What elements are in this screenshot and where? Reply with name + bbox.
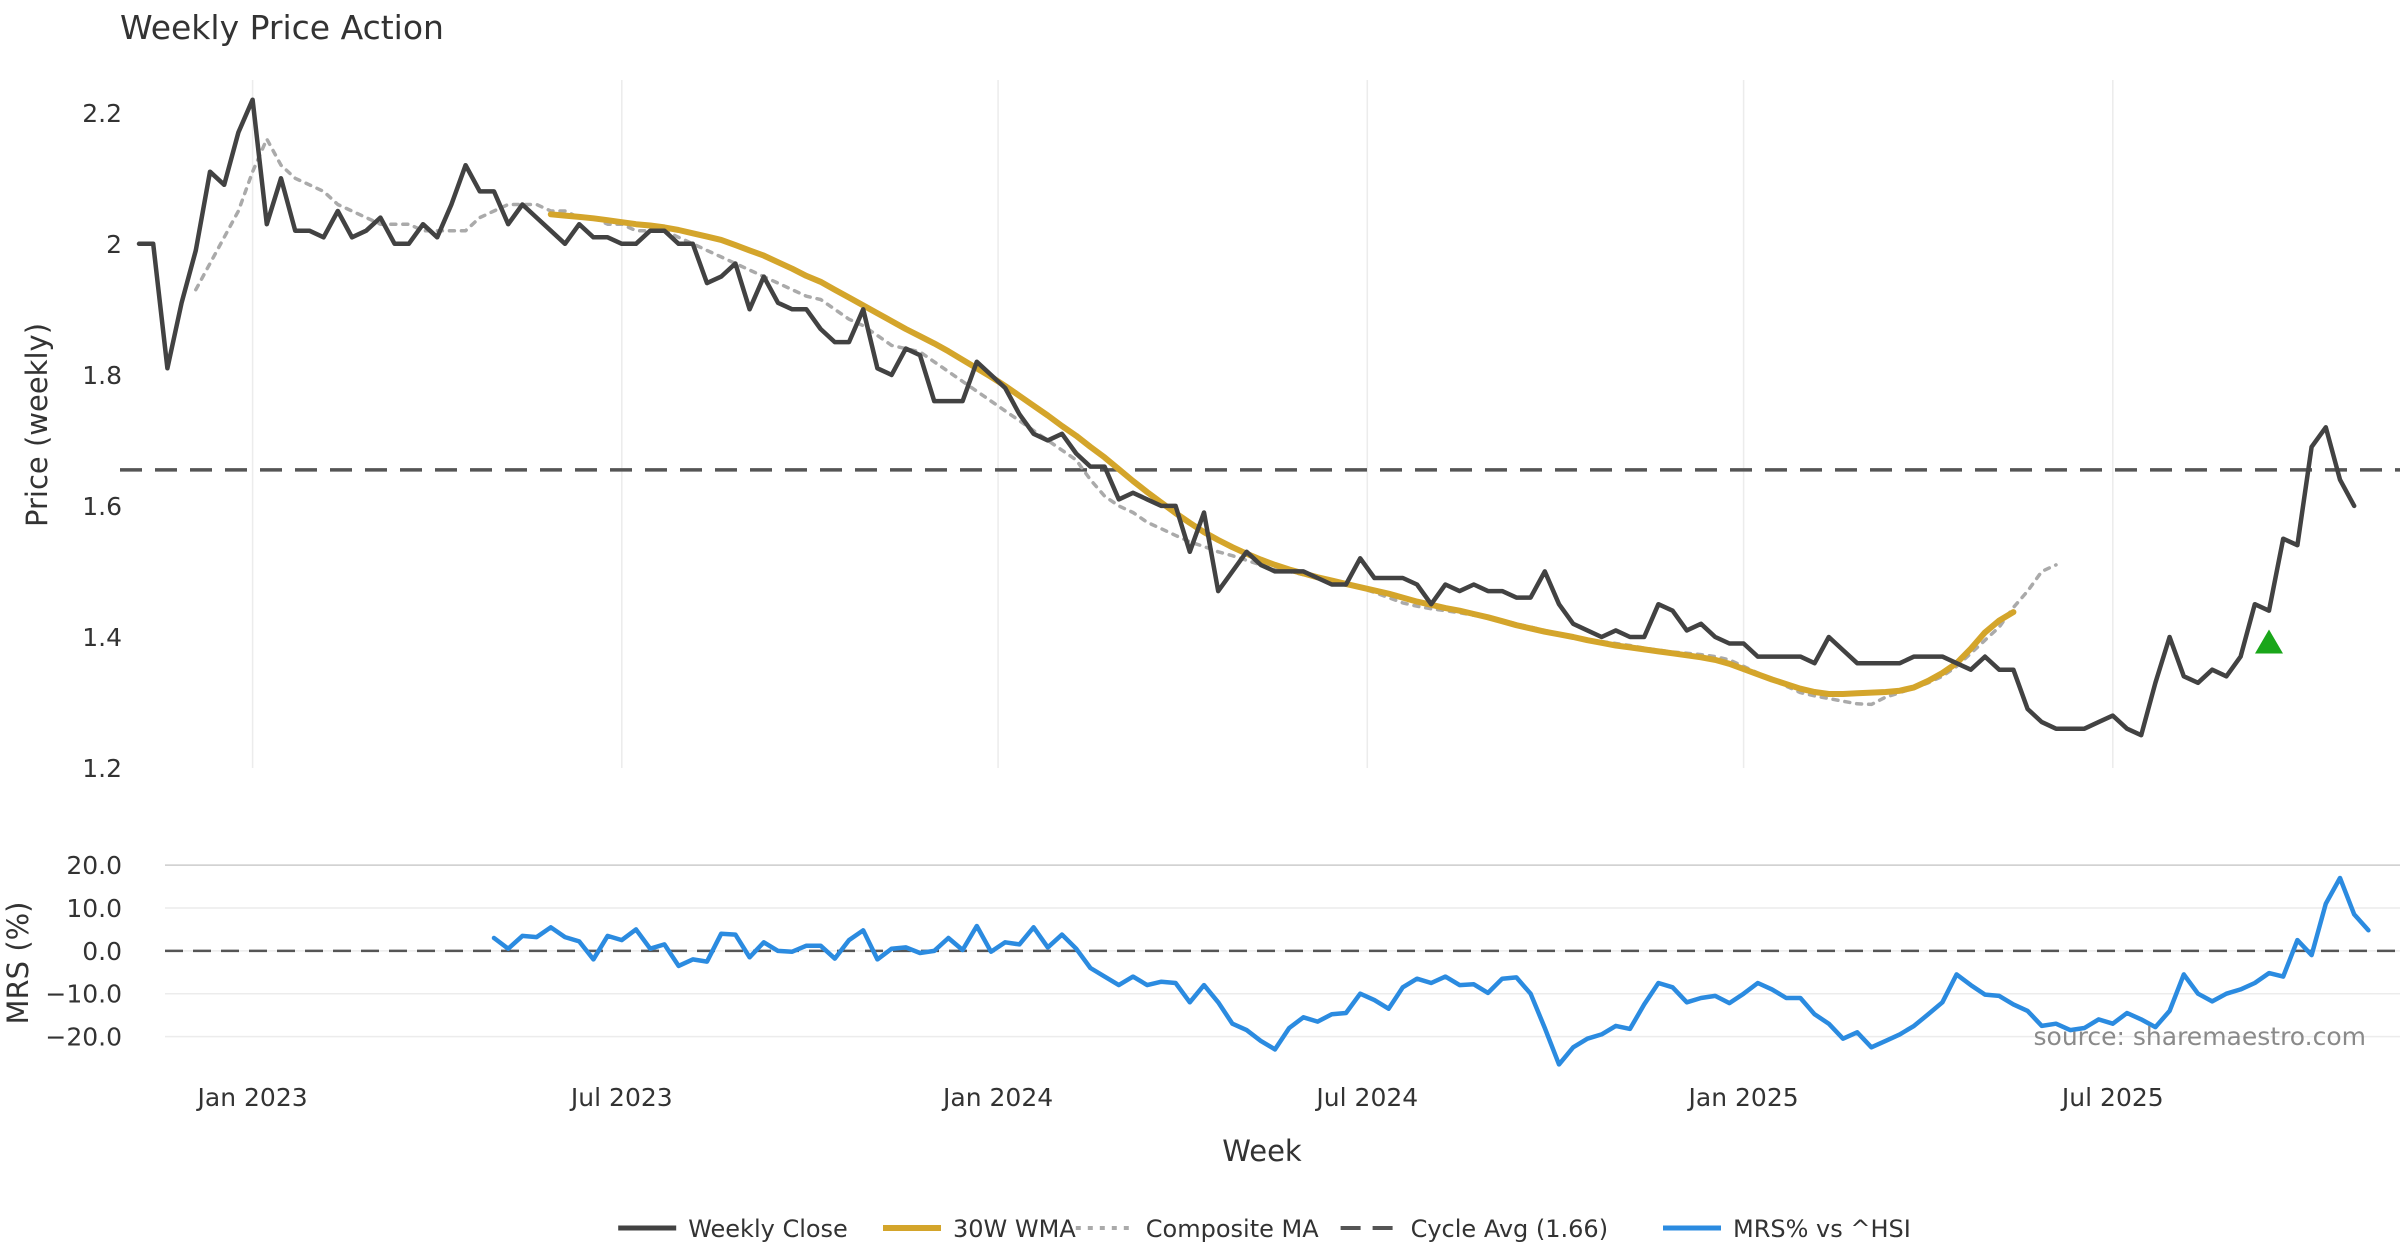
legend-label: Weekly Close [688,1215,848,1243]
price-y-tick-label: 2 [106,230,122,259]
chart-title: Weekly Price Action [120,8,444,47]
x-axis-label: Week [1222,1134,1302,1168]
weekly-close-line [136,97,2357,738]
chart-legend: Weekly Close 30W WMA Composite MA Cycle Avg… [618,1215,1911,1243]
mrs-series-lines [165,875,2400,1067]
mrs-panel: −20.0 −10.0 0.0 10.0 20.0 MRS (%) source: sh… [1,851,2400,1067]
legend-item-close: Weekly Close [618,1215,848,1243]
price-gridlines [251,80,2114,768]
legend-item-composite: Composite MA [1075,1215,1319,1243]
x-tick-label: Jan 2024 [941,1083,1053,1112]
x-tick-label: Jan 2025 [1687,1083,1799,1112]
x-tick-label: Jan 2023 [196,1083,308,1112]
mrs-y-tick-label: −10.0 [45,980,122,1009]
mrs-line [491,875,2371,1067]
mrs-y-tick-label: 20.0 [66,851,122,880]
price-y-tick-label: 1.8 [82,361,122,390]
price-y-tick-labels: 1.2 1.4 1.6 1.8 2 2.2 [82,99,122,783]
legend-item-mrs: MRS% vs ^HSI [1663,1215,1911,1243]
legend-item-wma: 30W WMA [883,1215,1076,1243]
source-attribution: source: sharemaestro.com [2034,1022,2367,1051]
legend-label: Cycle Avg (1.66) [1411,1215,1608,1243]
price-y-tick-label: 2.2 [82,99,122,128]
x-tick-label: Jul 2023 [569,1083,673,1112]
composite-ma-line [194,137,2058,707]
price-y-axis-label: Price (weekly) [20,323,54,527]
wma-30w-line [547,211,2017,697]
mrs-y-tick-labels: −20.0 −10.0 0.0 10.0 20.0 [45,851,122,1051]
legend-item-cycle: Cycle Avg (1.66) [1340,1215,1608,1243]
price-y-tick-label: 1.6 [82,492,122,521]
mrs-y-axis-label: MRS (%) [1,902,35,1025]
legend-label: Composite MA [1146,1215,1319,1243]
mrs-y-tick-label: 0.0 [82,937,122,966]
mrs-y-tick-label: 10.0 [66,894,122,923]
x-tick-label: Jul 2025 [2060,1083,2164,1112]
x-tick-labels: Jan 2023 Jul 2023 Jan 2024 Jul 2024 Jan 2025… [196,1083,2164,1112]
price-y-tick-label: 1.4 [82,623,122,652]
buy-signal-triangle-icon [2255,629,2283,654]
mrs-y-tick-label: −20.0 [45,1023,122,1052]
legend-label: 30W WMA [953,1215,1076,1243]
price-panel: 1.2 1.4 1.6 1.8 2 2.2 Price (weekly) [20,80,2400,783]
x-tick-label: Jul 2024 [1314,1083,1418,1112]
price-series-lines [120,97,2400,738]
legend-label: MRS% vs ^HSI [1733,1215,1911,1243]
price-y-tick-label: 1.2 [82,754,122,783]
mrs-gridlines [165,864,2400,1038]
